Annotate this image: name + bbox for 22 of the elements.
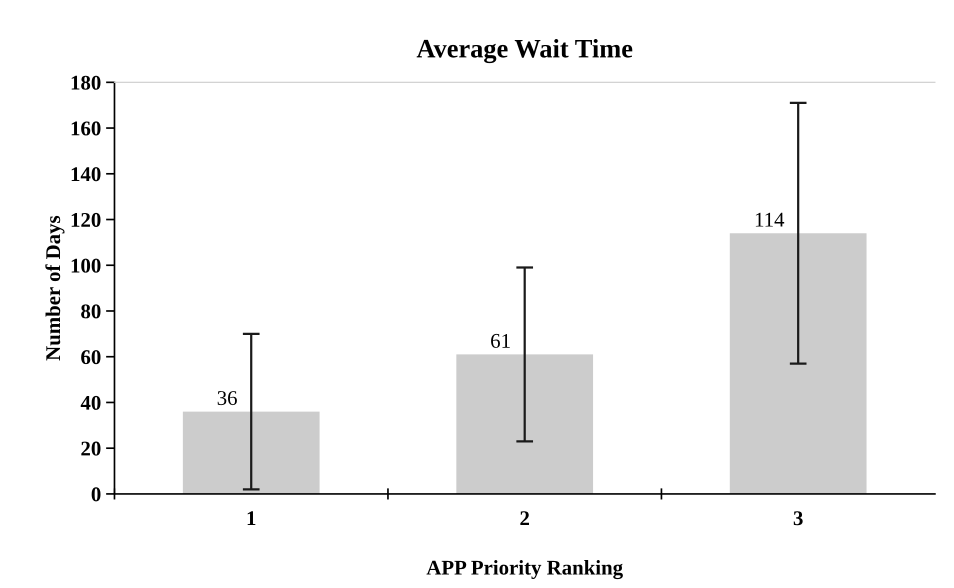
data-label: 61 <box>491 334 510 348</box>
y-tick-label: 120 <box>72 212 100 227</box>
x-axis-title: APP Priority Ranking <box>426 560 623 580</box>
bar <box>456 354 594 494</box>
y-tick-label: 40 <box>80 396 100 410</box>
y-tick-label: 180 <box>72 76 100 90</box>
x-tick-label: 1 <box>248 511 256 526</box>
y-axis-title: Number of Days <box>45 216 64 360</box>
data-label: 36 <box>218 391 237 406</box>
y-tick-label: 100 <box>72 258 100 273</box>
data-label: 114 <box>756 212 784 227</box>
y-tick-label: 140 <box>72 167 100 182</box>
bar <box>730 233 867 494</box>
y-tick-label: 80 <box>81 304 100 318</box>
y-tick-label: 0 <box>92 487 100 502</box>
y-tick-label: 160 <box>72 121 100 136</box>
chart-title: Average Wait Time <box>416 39 632 64</box>
y-tick-label: 60 <box>81 350 100 364</box>
bar <box>182 412 320 494</box>
y-tick-label: 20 <box>81 442 100 456</box>
x-tick-label: 2 <box>520 511 530 526</box>
x-tick-label: 3 <box>794 511 803 526</box>
